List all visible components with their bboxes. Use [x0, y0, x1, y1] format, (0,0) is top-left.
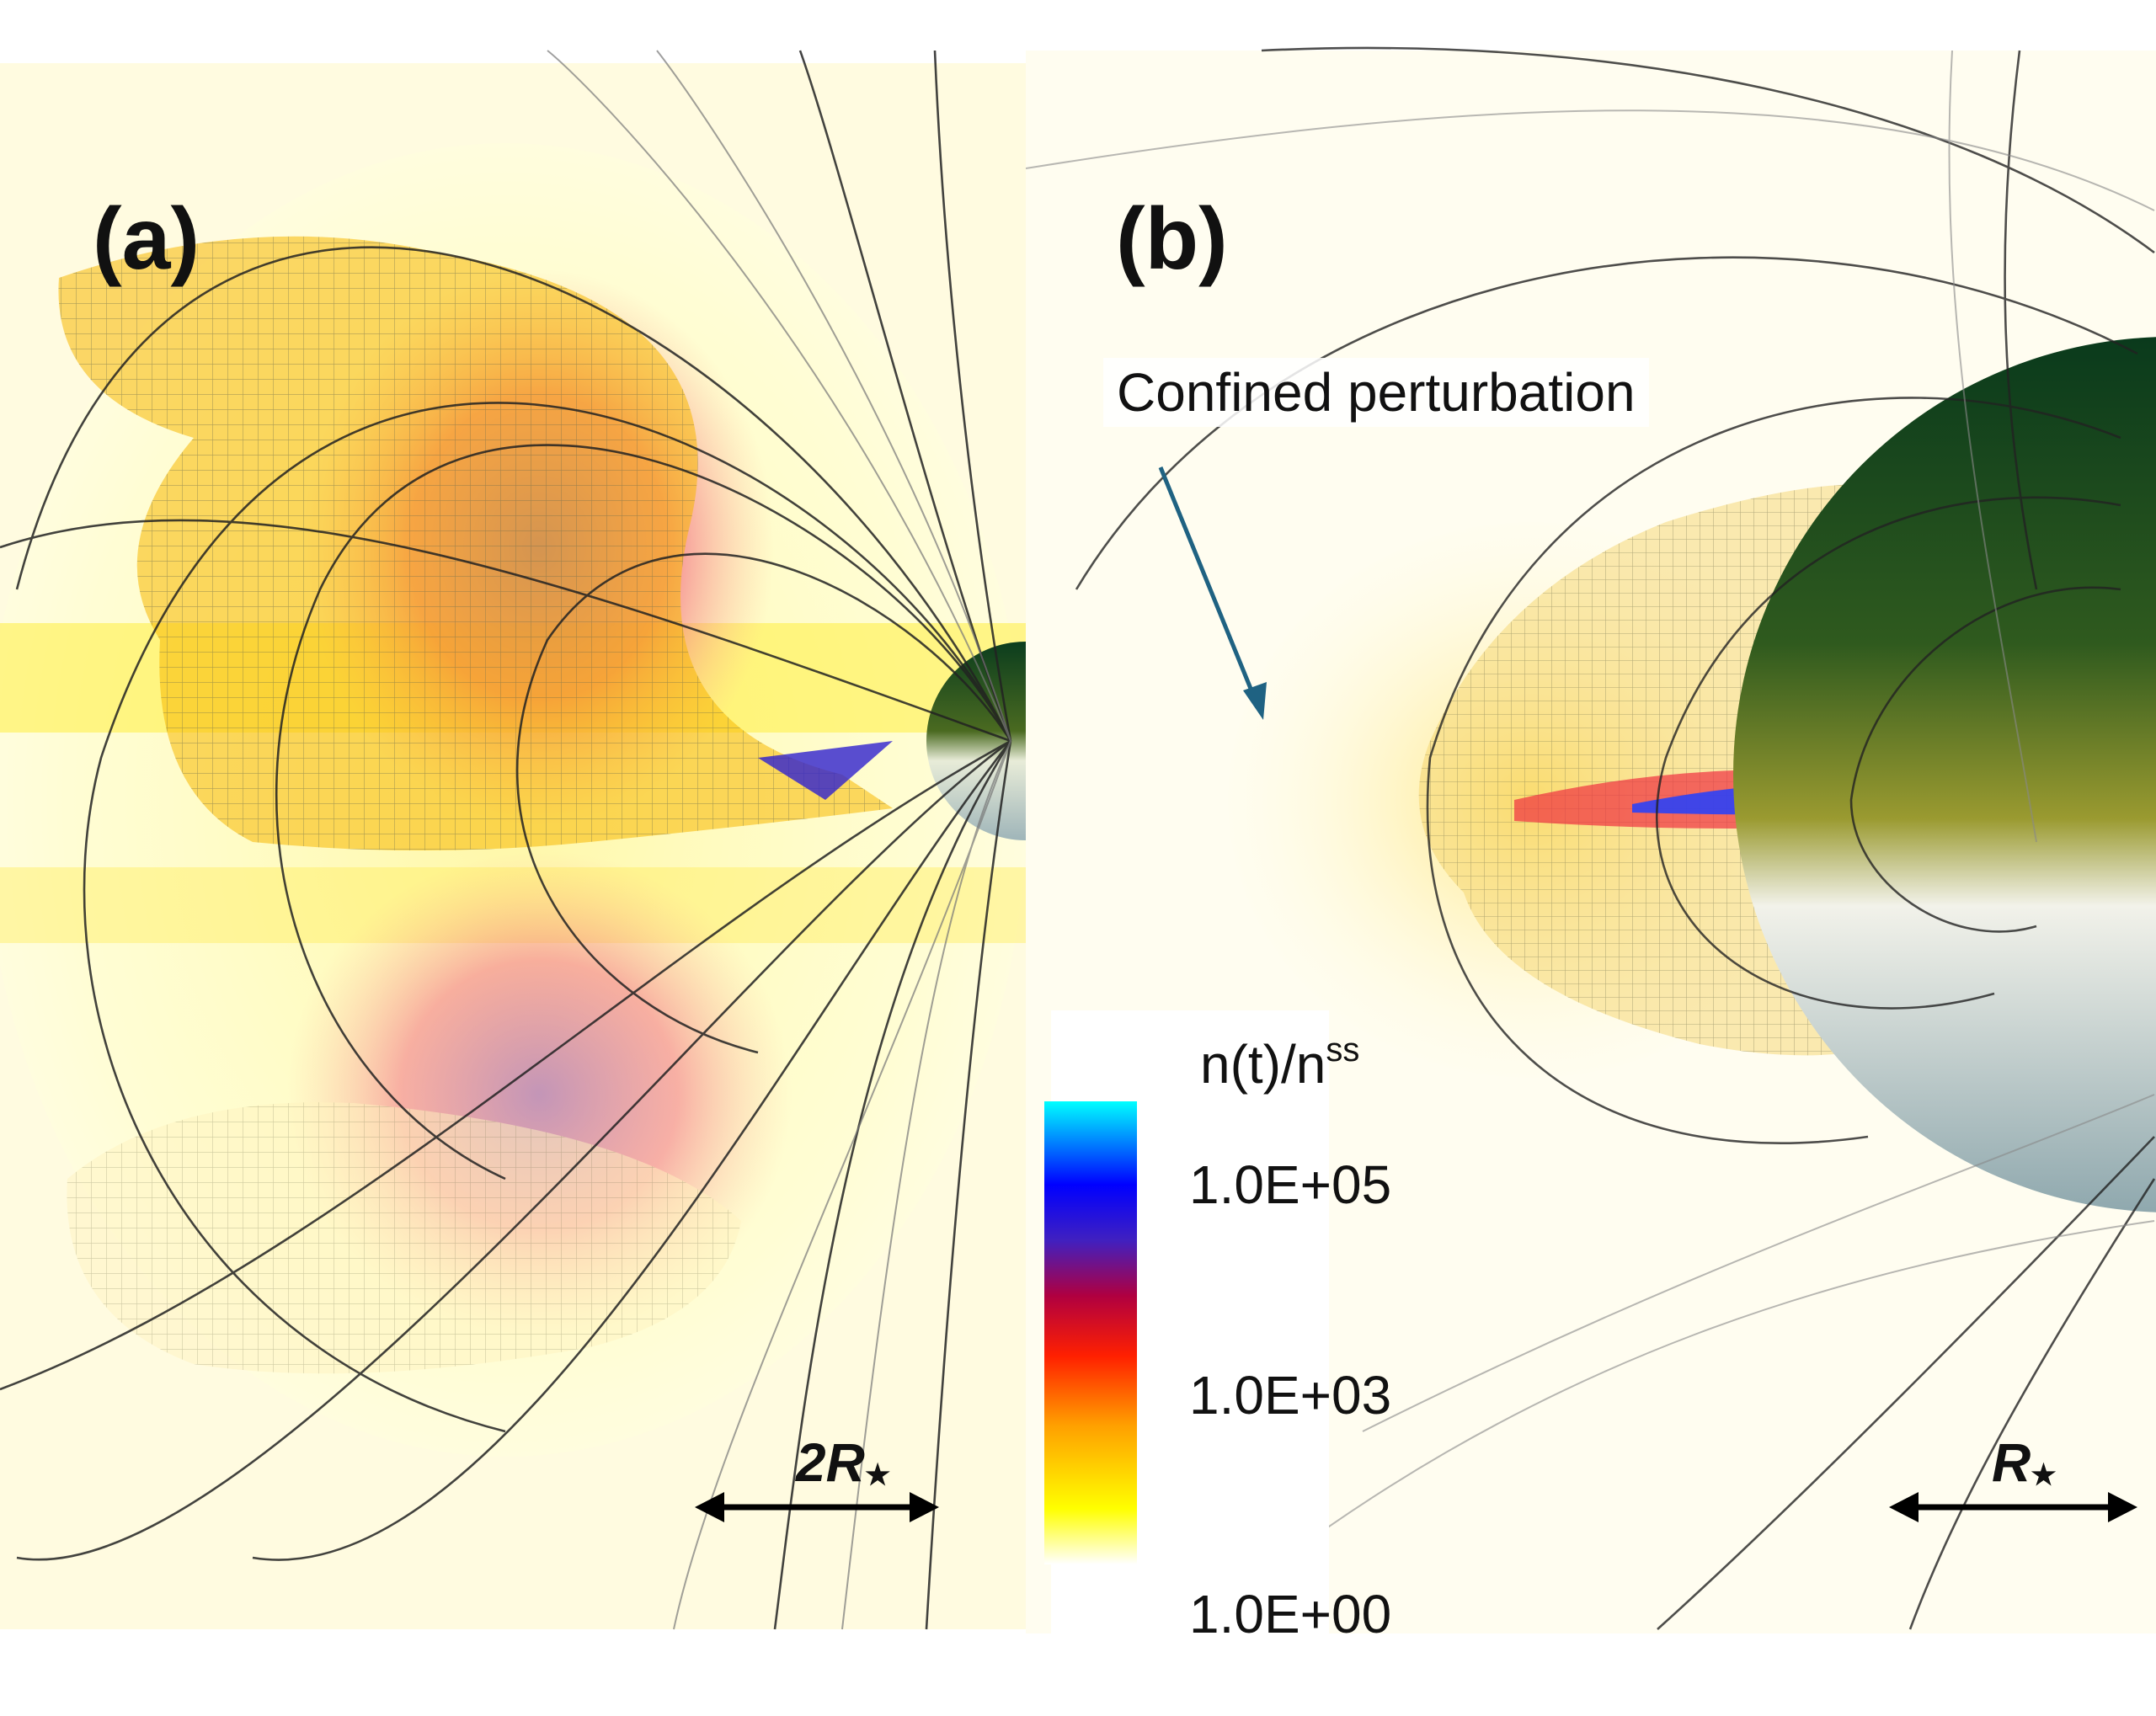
- scale-label-a: 2R★: [796, 1431, 890, 1494]
- panel-b-figure: [1026, 46, 2156, 1633]
- field-lines-a: [0, 50, 1012, 1630]
- star-sphere-b: [1733, 337, 2156, 1212]
- dense-core: [758, 741, 893, 800]
- panel-label-a: (a): [93, 190, 200, 288]
- field-lines-b: [1075, 46, 2156, 1630]
- confined-perturbation-label: Confined perturbation: [1103, 358, 1649, 427]
- scale-label-b: R★: [1992, 1431, 2057, 1494]
- panel-a: [0, 0, 1026, 1716]
- colorbar-title: n(t)/nss: [1200, 1031, 1359, 1095]
- scale-label-a-text: 2R: [796, 1432, 865, 1493]
- colorbar-tick-low: 1.0E+00: [1189, 1584, 1392, 1644]
- scale-label-a-sub: ★: [864, 1459, 891, 1491]
- field-lines-a-faint: [547, 50, 1011, 1630]
- scale-arrow-a: [695, 1492, 939, 1522]
- colorbar-gradient: [1044, 1101, 1137, 1564]
- colorbar-tick-high: 1.0E+05: [1189, 1154, 1392, 1215]
- scale-label-b-sub: ★: [2031, 1459, 2057, 1491]
- colorbar-title-sup: ss: [1326, 1031, 1360, 1069]
- colorbar-tick-mid: 1.0E+03: [1189, 1365, 1392, 1426]
- panel-label-b: (b): [1116, 190, 1228, 288]
- isosurface-mesh-upper: [58, 236, 893, 850]
- scale-arrow-b: [1889, 1492, 2137, 1522]
- field-lines-b-faint: [1026, 50, 2155, 1630]
- annotation-arrow: [1158, 466, 1267, 720]
- panel-a-figure: [0, 50, 1026, 1630]
- scale-label-b-text: R: [1992, 1432, 2031, 1493]
- colorbar-title-text: n(t)/n: [1200, 1034, 1326, 1095]
- panel-b: [1026, 0, 2156, 1716]
